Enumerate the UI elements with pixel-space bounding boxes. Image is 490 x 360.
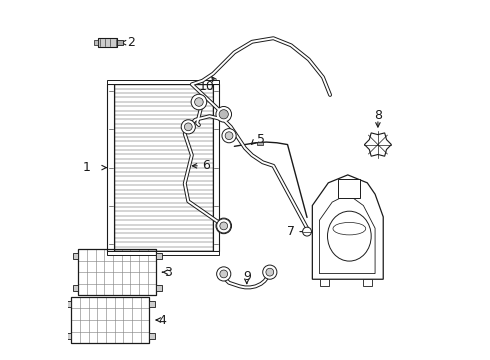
Bar xyxy=(118,40,122,45)
Bar xyxy=(363,279,372,286)
Bar xyxy=(107,80,220,84)
Circle shape xyxy=(181,120,196,134)
Circle shape xyxy=(220,222,228,230)
Bar xyxy=(213,84,220,251)
Circle shape xyxy=(219,221,228,230)
Bar xyxy=(66,301,72,307)
Polygon shape xyxy=(312,175,383,279)
Bar xyxy=(72,297,149,343)
Circle shape xyxy=(217,219,231,233)
Bar xyxy=(114,84,213,251)
Circle shape xyxy=(216,218,232,234)
Bar xyxy=(339,179,360,198)
Circle shape xyxy=(225,132,233,140)
Text: 3: 3 xyxy=(164,266,172,279)
Circle shape xyxy=(219,110,228,119)
Circle shape xyxy=(220,270,228,278)
Circle shape xyxy=(263,265,277,279)
Bar xyxy=(66,333,72,339)
Bar xyxy=(156,253,162,259)
Bar xyxy=(98,38,118,47)
Bar xyxy=(107,84,114,251)
Bar xyxy=(95,40,98,45)
Bar xyxy=(257,142,263,145)
Text: 7: 7 xyxy=(287,225,295,238)
Text: 2: 2 xyxy=(127,36,135,49)
Bar xyxy=(78,249,156,295)
Circle shape xyxy=(217,267,231,281)
Circle shape xyxy=(195,98,203,106)
Bar xyxy=(72,297,149,343)
Bar xyxy=(320,279,329,286)
Text: 4: 4 xyxy=(159,314,167,327)
Bar xyxy=(73,285,78,291)
Bar xyxy=(107,251,220,255)
Bar xyxy=(73,253,78,259)
Text: 5: 5 xyxy=(257,133,265,146)
Ellipse shape xyxy=(333,222,366,235)
Circle shape xyxy=(184,123,192,131)
Text: 8: 8 xyxy=(374,109,382,122)
Polygon shape xyxy=(365,133,392,156)
Text: 9: 9 xyxy=(243,270,251,283)
Bar xyxy=(114,84,213,251)
Circle shape xyxy=(191,94,207,110)
Text: 6: 6 xyxy=(202,159,210,172)
Circle shape xyxy=(216,107,232,122)
Bar xyxy=(149,301,155,307)
Polygon shape xyxy=(319,194,375,274)
Bar xyxy=(156,285,162,291)
Text: 1: 1 xyxy=(83,161,91,174)
Bar xyxy=(78,249,156,295)
Text: 10: 10 xyxy=(199,80,215,93)
Circle shape xyxy=(266,268,274,276)
Ellipse shape xyxy=(303,227,312,236)
Circle shape xyxy=(222,129,236,143)
Ellipse shape xyxy=(327,211,371,261)
Bar xyxy=(149,333,155,339)
